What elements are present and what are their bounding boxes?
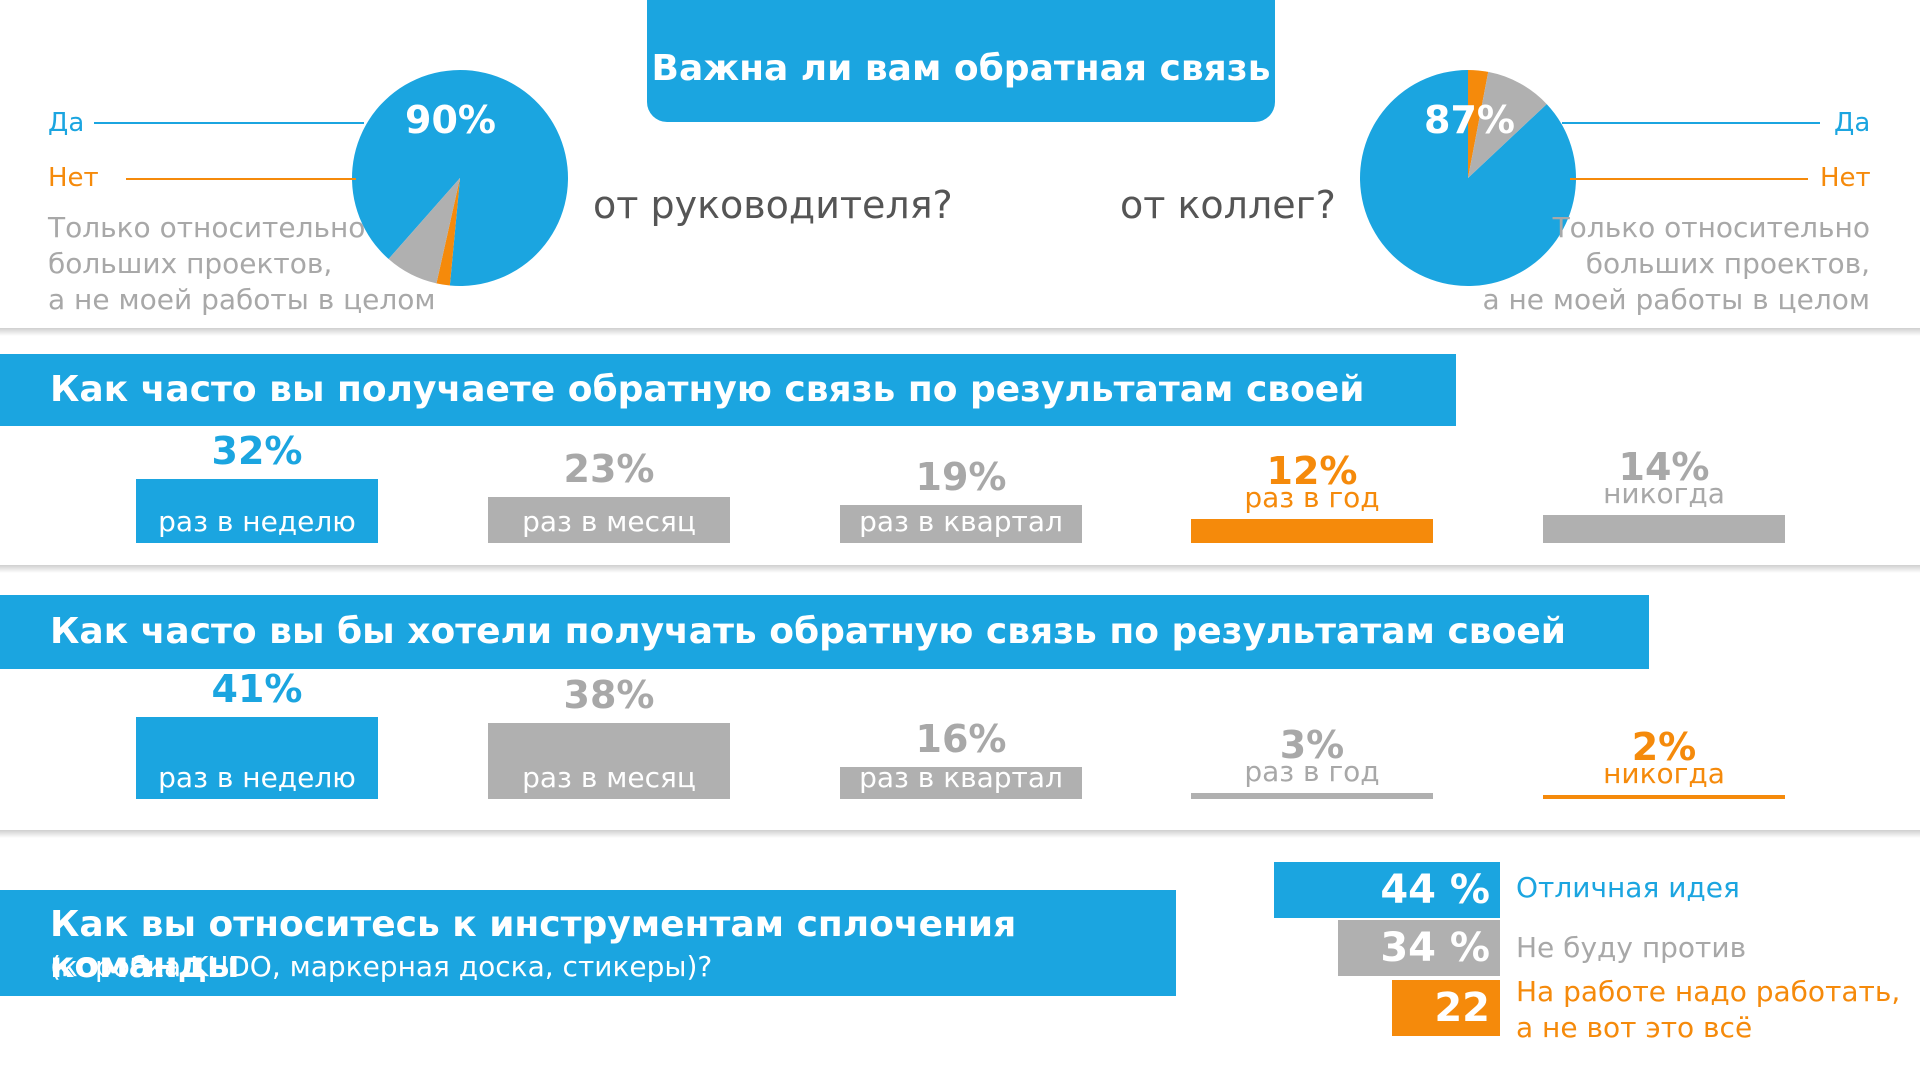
pie-right-label-yes: Да — [1834, 108, 1871, 138]
pie-left-note-line: больших проектов, — [48, 247, 333, 280]
pie-right-subtitle: от коллег? — [1120, 183, 1336, 227]
bar-label: раз в месяц — [522, 761, 696, 794]
bar-label: никогда — [1603, 757, 1725, 790]
bar — [1543, 795, 1785, 799]
pie-right-note-line: а не моей работы в целом — [1482, 283, 1870, 316]
pie-right-note-line: больших проектов, — [1585, 247, 1870, 280]
bar-value-label: 32% — [211, 429, 303, 473]
pie-left-pct: 90% — [405, 98, 496, 142]
q3-option-label-line: Отличная идея — [1516, 871, 1740, 904]
bar — [1543, 515, 1785, 543]
pie-left-subtitle: от руководителя? — [593, 183, 953, 227]
q3-option-label-line: Не буду против — [1516, 931, 1747, 964]
divider — [0, 830, 1920, 838]
bar-value-label: 14% — [1618, 445, 1710, 489]
q3-bar-pct: 34 % — [1380, 925, 1490, 971]
pie-left-line-no — [126, 178, 356, 180]
pie-chart-left — [352, 69, 569, 286]
pie-left-note-line: а не моей работы в целом — [48, 283, 436, 316]
bar-value-label: 12% — [1266, 449, 1358, 493]
pie-left-line-yes — [94, 122, 364, 124]
pie-right-note: Только относительно больших проектов, а … — [1480, 210, 1870, 318]
bar-label: раз в квартал — [859, 761, 1063, 794]
bar-value-label: 23% — [563, 447, 655, 491]
bar-value-label: 16% — [915, 717, 1007, 761]
q3-bar: 44 % — [1274, 862, 1500, 918]
header-title: Важна ли вам обратная связь — [651, 48, 1271, 89]
bar — [840, 505, 1082, 543]
pie-right-line-yes — [1562, 122, 1820, 124]
bar — [1191, 519, 1433, 543]
bar — [840, 767, 1082, 799]
q3-title-box: Как вы относитесь к инструментам сплочен… — [0, 890, 1176, 996]
q1-title: Как часто вы получаете обратную связь по… — [0, 354, 1456, 482]
bar-value-label: 2% — [1631, 725, 1697, 769]
bar-value-label: 41% — [211, 667, 303, 711]
bar-value-label: 3% — [1279, 723, 1345, 767]
bar-label: раз в квартал — [859, 505, 1063, 538]
pie-right-label-no: Нет — [1820, 163, 1871, 193]
q3-option-label: Отличная идея — [1516, 870, 1740, 906]
q3-bar-pct: 44 % — [1380, 867, 1490, 913]
pie-right-note-line: Только относительно — [1552, 211, 1870, 244]
pie-slice-partial — [1468, 71, 1547, 178]
q2-title: Как часто вы бы хотели получать обратную… — [0, 595, 1649, 726]
bar-value-label: 19% — [915, 455, 1007, 499]
bar-label: раз в неделю — [158, 761, 356, 794]
pie-chart-right — [1360, 69, 1577, 286]
bar — [136, 717, 378, 799]
pie-left-label-no: Нет — [48, 163, 99, 193]
pie-left-label-yes: Да — [48, 108, 85, 138]
q3-option-label-line: а не вот это всё — [1516, 1011, 1753, 1044]
pie-slice-yes — [352, 69, 569, 286]
pie-left-note-line: Только относительно — [48, 211, 366, 244]
q3-option-label-line: На работе надо работать, — [1516, 975, 1901, 1008]
pie-right-pct: 87% — [1424, 98, 1515, 142]
q3-option-label: На работе надо работать, а не вот это вс… — [1516, 974, 1900, 1046]
q3-bar: 34 % — [1338, 920, 1500, 976]
bar — [488, 723, 730, 799]
pie-left-note: Только относительно больших проектов, а … — [48, 210, 436, 318]
q3-subtitle: (коробка KUDO, маркерная доска, стикеры)… — [50, 950, 713, 983]
divider — [0, 328, 1920, 336]
q3-option-label: Не буду против — [1516, 930, 1746, 966]
q3-title: Как вы относитесь к инструментам сплочен… — [50, 904, 1017, 986]
bar-label: раз в год — [1244, 481, 1380, 514]
bar — [136, 479, 378, 543]
bar-label: раз в неделю — [158, 505, 356, 538]
divider — [0, 565, 1920, 573]
pie-slice-no — [436, 178, 460, 286]
q3-bar: 22 % — [1392, 980, 1500, 1087]
bar-label: раз в месяц — [522, 505, 696, 538]
bar-value-label: 38% — [563, 673, 655, 717]
bar — [488, 497, 730, 543]
bar — [1191, 793, 1433, 799]
q3-bar-pct: 22 % — [1434, 985, 1490, 1087]
pie-right-line-no — [1570, 178, 1808, 180]
pie-slice-yes — [1360, 70, 1577, 286]
header-banner: Важна ли вам обратная связь — [647, 0, 1275, 122]
pie-slice-partial — [388, 178, 460, 284]
bar-label: раз в год — [1244, 755, 1380, 788]
bar-label: никогда — [1603, 477, 1725, 510]
pie-slice-no — [1468, 69, 1489, 178]
